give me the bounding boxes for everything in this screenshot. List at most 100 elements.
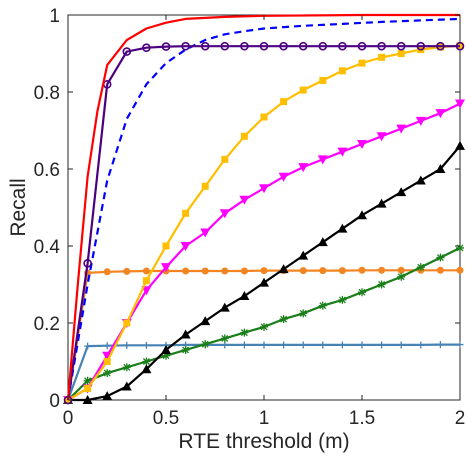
data-point bbox=[278, 264, 289, 274]
data-point bbox=[396, 41, 406, 51]
data-point bbox=[260, 322, 268, 331]
data-point bbox=[221, 341, 229, 349]
data-point bbox=[260, 113, 268, 121]
data-point bbox=[102, 391, 113, 401]
data-point bbox=[103, 342, 111, 350]
series-7 bbox=[64, 266, 464, 404]
data-point bbox=[220, 334, 229, 343]
data-point bbox=[240, 267, 248, 275]
data-point bbox=[83, 259, 92, 268]
series-line bbox=[67, 102, 461, 401]
data-point bbox=[377, 280, 386, 289]
data-point bbox=[376, 198, 387, 208]
data-point bbox=[358, 59, 366, 67]
data-point bbox=[456, 266, 464, 274]
data-point bbox=[338, 41, 347, 51]
data-point bbox=[338, 295, 347, 304]
data-point bbox=[141, 364, 152, 374]
data-point bbox=[298, 163, 309, 173]
data-point bbox=[83, 376, 92, 385]
data-point bbox=[240, 341, 248, 349]
data-point bbox=[121, 381, 132, 391]
y-tick-label: 0.8 bbox=[34, 83, 60, 104]
data-point bbox=[455, 140, 465, 150]
data-point bbox=[456, 341, 464, 349]
x-tick-label: 1.5 bbox=[349, 408, 375, 429]
data-point bbox=[279, 41, 288, 51]
data-point bbox=[358, 341, 366, 349]
data-point bbox=[201, 182, 209, 190]
data-point bbox=[378, 341, 386, 349]
data-point bbox=[181, 41, 190, 51]
y-tick-label: 1 bbox=[49, 6, 60, 27]
data-point bbox=[298, 41, 308, 51]
data-point bbox=[298, 250, 309, 260]
data-point bbox=[299, 267, 307, 275]
data-point bbox=[142, 341, 150, 349]
data-point bbox=[239, 195, 250, 205]
data-point bbox=[201, 340, 210, 349]
data-point bbox=[397, 341, 405, 349]
data-point bbox=[142, 43, 151, 53]
series-line bbox=[66, 45, 460, 401]
data-point bbox=[317, 155, 328, 165]
data-point bbox=[456, 243, 464, 252]
data-point bbox=[278, 172, 289, 182]
data-point bbox=[397, 272, 406, 281]
data-point bbox=[260, 267, 268, 275]
series-6 bbox=[64, 243, 464, 404]
data-point bbox=[122, 363, 131, 372]
series-4 bbox=[63, 99, 465, 405]
data-point bbox=[240, 41, 249, 51]
data-point bbox=[397, 266, 405, 274]
series-2 bbox=[66, 17, 461, 401]
series-5 bbox=[63, 140, 465, 404]
data-point bbox=[435, 164, 446, 173]
data-point bbox=[123, 267, 131, 275]
data-point bbox=[319, 341, 327, 349]
y-axis-label: Recall bbox=[7, 178, 30, 236]
x-tick-label: 2 bbox=[455, 408, 466, 429]
data-point bbox=[358, 288, 366, 297]
data-point bbox=[161, 344, 171, 354]
series-line bbox=[66, 343, 460, 401]
data-point bbox=[219, 302, 230, 312]
data-point bbox=[415, 175, 426, 185]
data-point bbox=[201, 267, 209, 275]
data-point bbox=[182, 209, 190, 217]
data-point bbox=[161, 42, 171, 51]
data-point bbox=[436, 266, 444, 274]
data-point bbox=[142, 277, 150, 285]
x-axis-label: RTE threshold (m) bbox=[178, 430, 349, 453]
data-point bbox=[318, 301, 327, 310]
data-point bbox=[259, 184, 269, 194]
y-tick-label: 0.2 bbox=[34, 314, 60, 335]
data-point bbox=[299, 86, 307, 94]
series-layer bbox=[63, 13, 465, 405]
data-point bbox=[180, 242, 191, 251]
data-point bbox=[455, 41, 465, 51]
series-line bbox=[66, 269, 460, 401]
data-point bbox=[200, 228, 211, 238]
data-point bbox=[84, 342, 92, 350]
data-point bbox=[180, 329, 191, 339]
series-8 bbox=[64, 341, 464, 404]
data-point bbox=[259, 41, 269, 51]
data-point bbox=[377, 41, 386, 51]
y-tick-label: 0.4 bbox=[34, 237, 61, 258]
data-point bbox=[436, 253, 445, 262]
data-point bbox=[221, 155, 229, 163]
data-point bbox=[357, 210, 367, 220]
data-point bbox=[435, 109, 446, 119]
data-point bbox=[221, 267, 229, 275]
data-point bbox=[416, 263, 425, 272]
data-point bbox=[318, 41, 328, 51]
data-point bbox=[103, 358, 111, 365]
data-point bbox=[162, 242, 170, 250]
data-point bbox=[358, 266, 366, 274]
data-point bbox=[82, 395, 93, 404]
data-point bbox=[239, 291, 250, 301]
data-point bbox=[280, 341, 288, 349]
data-point bbox=[416, 41, 426, 51]
